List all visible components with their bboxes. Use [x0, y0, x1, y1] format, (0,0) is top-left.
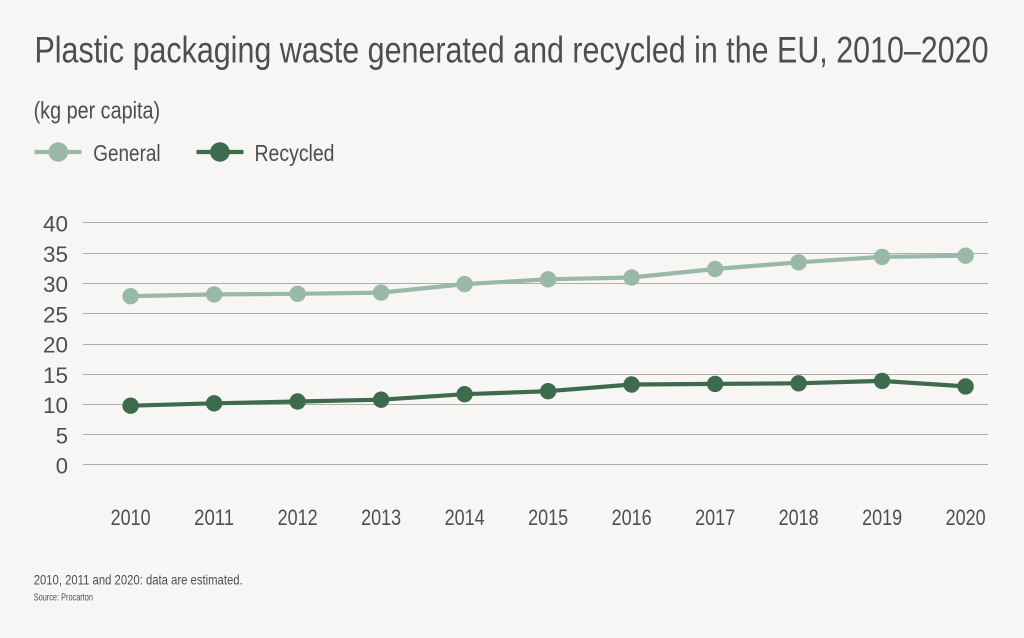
- svg-text:Source: Procarton: Source: Procarton: [34, 593, 93, 604]
- svg-text:2016: 2016: [612, 505, 652, 530]
- svg-text:10: 10: [43, 393, 68, 418]
- svg-text:25: 25: [43, 302, 68, 327]
- svg-text:General: General: [93, 140, 160, 166]
- svg-text:2010, 2011 and 2020: data are: 2010, 2011 and 2020: data are estimated.: [34, 572, 243, 588]
- svg-text:0: 0: [56, 454, 68, 479]
- svg-text:2015: 2015: [528, 505, 568, 530]
- svg-text:2013: 2013: [361, 505, 401, 530]
- svg-text:Recycled: Recycled: [255, 140, 335, 166]
- svg-text:2014: 2014: [445, 505, 485, 530]
- svg-text:40: 40: [43, 212, 68, 237]
- svg-text:2010: 2010: [111, 505, 151, 530]
- svg-text:15: 15: [43, 363, 68, 388]
- svg-text:2017: 2017: [695, 505, 735, 530]
- svg-text:2012: 2012: [278, 505, 318, 530]
- svg-text:Plastic packaging waste genera: Plastic packaging waste generated and re…: [35, 29, 989, 71]
- svg-text:5: 5: [56, 423, 68, 448]
- svg-text:(kg per capita): (kg per capita): [34, 98, 161, 125]
- svg-text:2019: 2019: [862, 505, 902, 530]
- svg-text:2020: 2020: [946, 505, 986, 530]
- svg-text:2018: 2018: [779, 505, 819, 530]
- svg-text:30: 30: [43, 272, 68, 297]
- svg-text:2011: 2011: [194, 505, 234, 530]
- svg-text:20: 20: [43, 333, 68, 358]
- svg-text:35: 35: [43, 242, 68, 267]
